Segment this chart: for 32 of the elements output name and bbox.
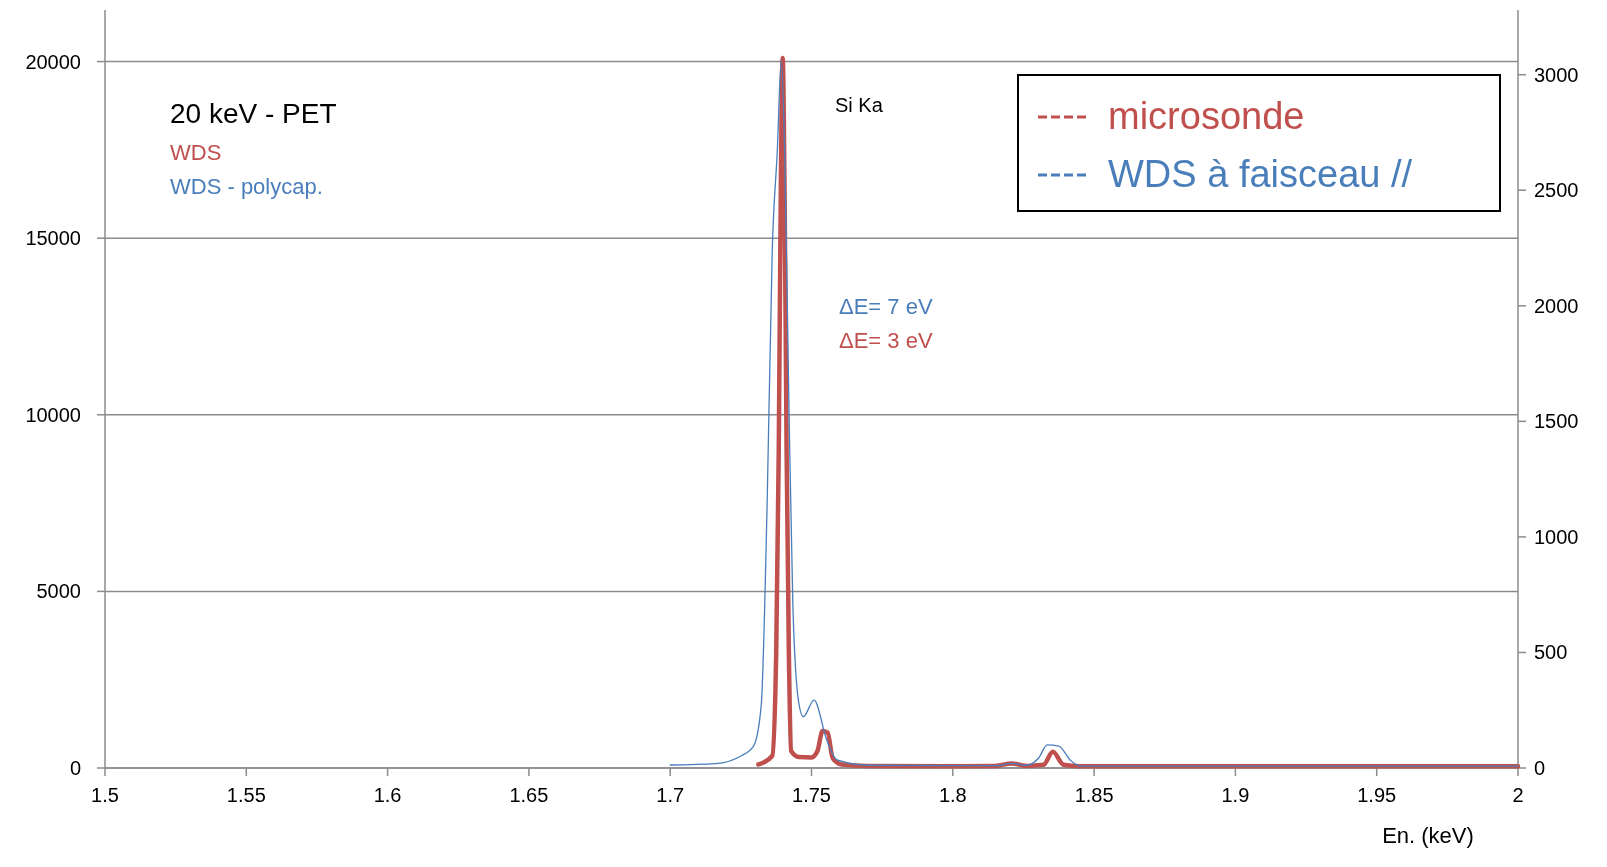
y2-tick-label: 1000: [1534, 525, 1579, 548]
y2-tick-label: 3000: [1534, 63, 1579, 86]
x-tick-label: 1.9: [1221, 784, 1250, 806]
x-tick-label: 1.85: [1074, 784, 1114, 806]
y-tick-label: 0: [69, 757, 81, 779]
x-tick-label: 1.7: [656, 784, 685, 806]
annotation: ΔE= 7 eV: [839, 294, 933, 319]
y2-tick-label: 2500: [1534, 179, 1579, 202]
annotation: WDS: [170, 140, 222, 165]
x-tick-label: 1.95: [1357, 784, 1397, 806]
annotation: 20 keV - PET: [170, 98, 337, 129]
annotation: Si Ka: [835, 94, 884, 116]
x-tick-label: 1.5: [91, 784, 119, 806]
x-tick-label: 2: [1512, 784, 1524, 806]
y2-tick-label: 0: [1534, 757, 1546, 779]
y2-tick-label: 500: [1534, 641, 1568, 664]
y-tick-label: 15000: [25, 227, 81, 250]
annotation: ΔE= 3 eV: [839, 328, 933, 353]
y2-tick-label: 1500: [1534, 410, 1579, 433]
y2-tick-label: 2000: [1534, 294, 1579, 317]
legend-label: WDS à faisceau //: [1108, 153, 1413, 195]
annotation: WDS - polycap.: [170, 174, 323, 199]
y-tick-label: 20000: [25, 50, 81, 73]
x-tick-label: 1.6: [373, 784, 402, 806]
x-tick-label: 1.8: [938, 784, 967, 806]
x-tick-label: 1.55: [226, 784, 266, 806]
x-tick-label: 1.65: [509, 784, 549, 806]
legend-label: microsonde: [1108, 95, 1305, 137]
x-axis-title: En. (keV): [1382, 823, 1474, 848]
y-tick-label: 10000: [25, 403, 81, 426]
y-tick-label: 5000: [36, 580, 81, 603]
x-tick-label: 1.75: [792, 784, 831, 806]
